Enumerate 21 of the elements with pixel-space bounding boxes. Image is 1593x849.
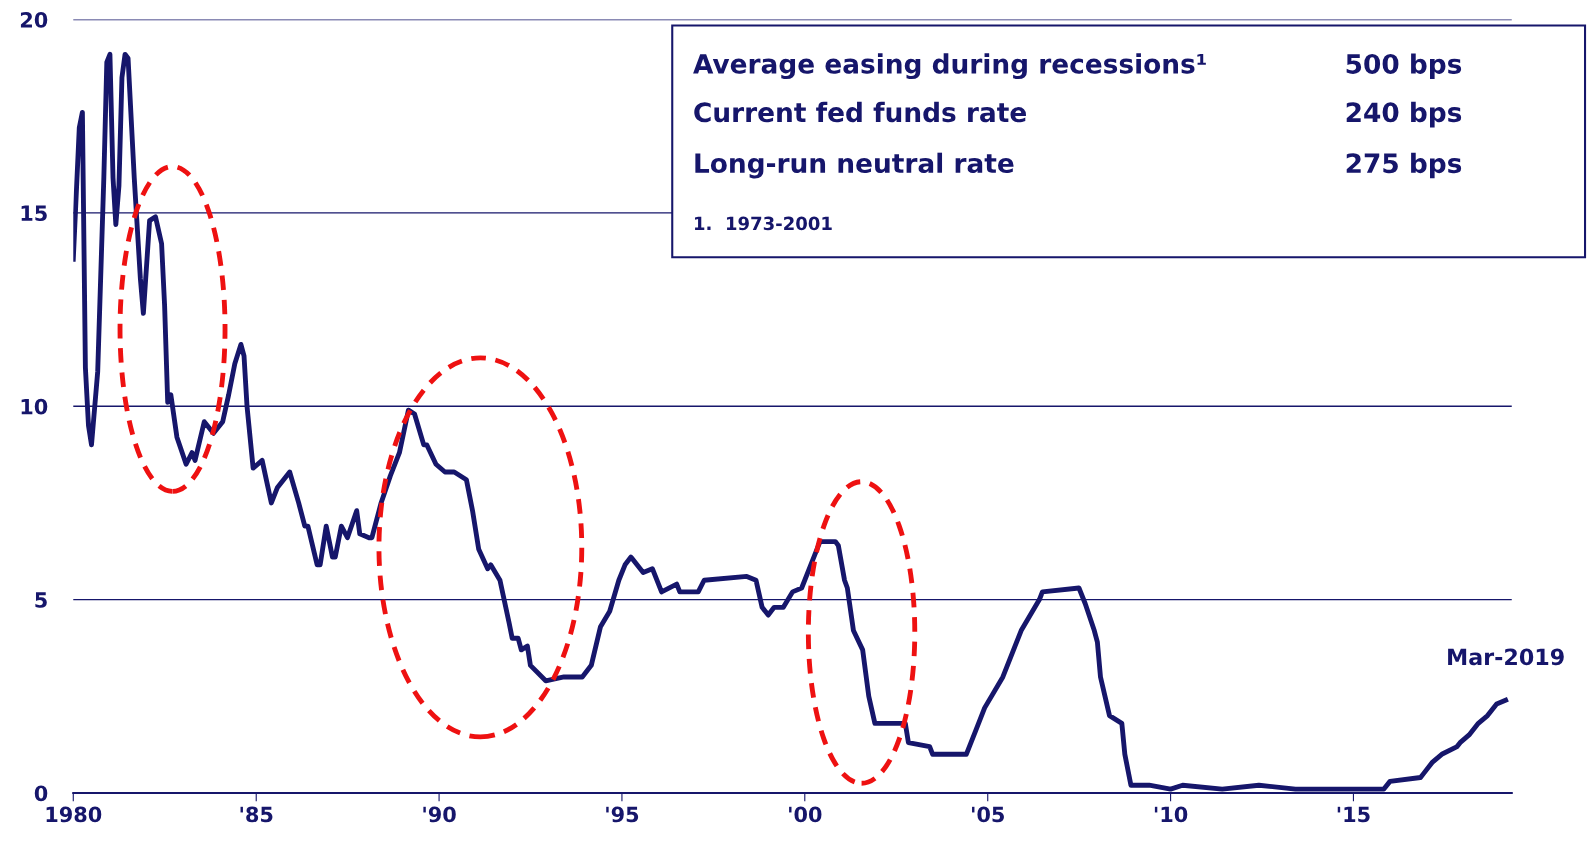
x-tick-label: '00: [789, 806, 822, 823]
y-tick-label: 0: [34, 785, 48, 802]
annotation: 1. 1973-2001: [694, 216, 832, 231]
x-tick-label: '15: [1337, 806, 1370, 823]
annotation: 240 bps: [1346, 101, 1462, 128]
y-tick-label: 5: [35, 592, 47, 608]
annotation: 500 bps: [1346, 53, 1462, 79]
x-tick-label: '85: [240, 806, 273, 823]
annotation: Mar-2019: [1448, 648, 1564, 666]
y-tick-label: 15: [21, 205, 47, 222]
x-tick-label: '10: [1154, 806, 1188, 823]
x-tick-label: '05: [972, 806, 1004, 823]
annotation: Long-run neutral rate: [695, 152, 1014, 179]
x-tick-label: '95: [606, 806, 639, 823]
annotation: 275 bps: [1346, 152, 1462, 179]
annotation: Current fed funds rate: [694, 101, 1026, 123]
annotation: Average easing during recessions¹: [693, 53, 1206, 80]
y-tick-label: 20: [20, 11, 48, 28]
x-tick-label: 1980: [46, 806, 102, 823]
x-tick-label: '90: [423, 806, 456, 823]
y-tick-label: 10: [21, 398, 48, 415]
